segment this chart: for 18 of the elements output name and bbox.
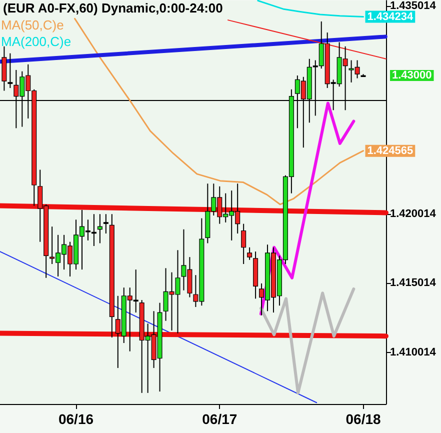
candlestick <box>241 223 246 265</box>
candlestick <box>8 52 13 88</box>
chart-title: (EUR A0-FX,60) Dynamic,0:00-24:00 <box>3 0 223 16</box>
y-tick-label: 1.415014 <box>390 277 437 290</box>
x-tick-label: 06/16 <box>58 411 94 427</box>
y-tick-label: 1.435014 <box>390 0 437 12</box>
x-tick-label: 06/18 <box>346 411 381 427</box>
x-tick-label: 06/17 <box>202 411 238 427</box>
data-label: 1.424565 <box>367 144 414 157</box>
candlestick <box>97 214 102 244</box>
data-label: 1.434234 <box>367 10 414 23</box>
series-label: MA(50,C)e <box>1 18 64 32</box>
text: 1.43000 <box>392 70 432 82</box>
y-tick-label: 1.420014 <box>390 208 437 220</box>
y-tick-label: 1.410014 <box>390 346 437 359</box>
candlestick <box>247 246 252 260</box>
candlestick <box>103 214 108 234</box>
text: MA(200,C)e <box>1 34 72 49</box>
